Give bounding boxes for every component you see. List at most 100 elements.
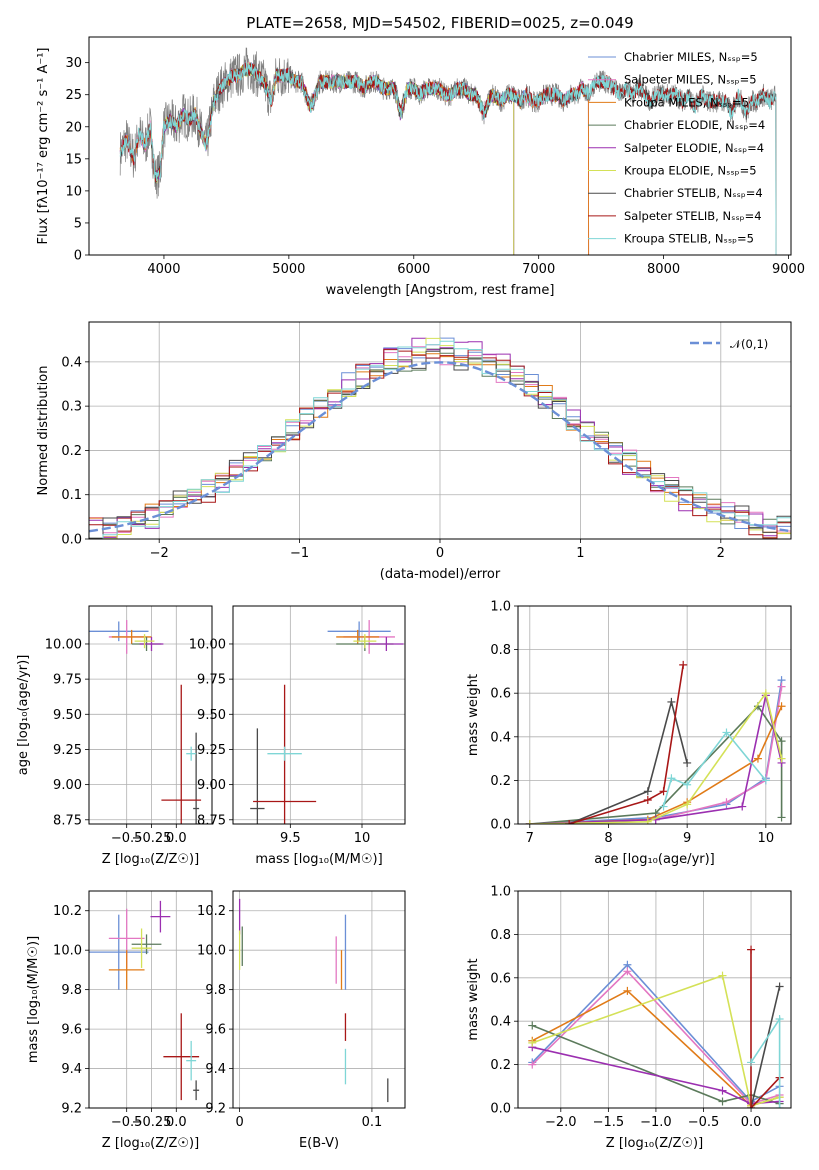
y-tick-label: 9.8	[61, 983, 82, 998]
gaussian-reference	[89, 361, 789, 533]
axes-frame	[517, 890, 792, 1109]
x-tick-label: 0.0	[741, 1115, 762, 1130]
y-tick-label: 0.8	[490, 928, 511, 943]
x-tick-label: 6000	[397, 262, 430, 277]
y-tick-label: 25	[65, 88, 82, 103]
histogram-step-6	[89, 337, 791, 539]
errorbar-point-6	[353, 634, 377, 649]
x-axis-label: age [log₁₀(age/yr)]	[594, 852, 715, 867]
x-axis-label: mass [log₁₀(M/M☉)]	[255, 852, 382, 867]
y-tick-label: 30	[65, 56, 82, 71]
weight-series-6	[525, 689, 786, 824]
plus-marker	[761, 776, 770, 785]
errorbar-point-9	[267, 746, 302, 761]
panel-1: 4000 5000 6000 7000 8000 9000 0 5 10 15 20 25 30 wave…	[36, 14, 805, 298]
weight-series-2	[525, 682, 786, 824]
y-tick-label: 9.50	[197, 708, 226, 723]
plus-marker	[528, 1060, 537, 1069]
x-tick-label: 0	[235, 1115, 243, 1130]
y-tick-label: 15	[65, 152, 82, 167]
errorbar-point-1	[89, 621, 149, 642]
model-line-8	[119, 63, 777, 255]
x-tick-label: 2	[717, 546, 725, 561]
errorbar-point-5	[139, 636, 164, 652]
errorbar-point-3	[336, 629, 380, 644]
plus-marker	[683, 780, 692, 789]
y-axis-label: mass [log₁₀(M/M☉)]	[26, 936, 41, 1063]
plot-area	[89, 900, 200, 1101]
panel-8: −2.0 −1.5 −1.0 −0.5 0.0 0.0 0.2 0.4 0.6 0.8 1.0 Z […	[466, 885, 792, 1151]
plus-marker	[777, 702, 786, 711]
y-tick-label: 8.75	[53, 813, 82, 828]
y-axis-label: mass weight	[466, 674, 481, 756]
axes-frame	[88, 605, 213, 825]
weight-line	[750, 949, 781, 1108]
plus-marker	[683, 758, 692, 767]
x-axis-label: Z [log₁₀(Z/Z☉)]	[606, 1136, 703, 1151]
plus-marker	[667, 774, 676, 783]
legend-entry: Kroupa STELIB, Nₛₛₚ=5	[624, 232, 754, 246]
y-axis-label: mass weight	[466, 958, 481, 1040]
y-tick-label: 0.2	[490, 774, 511, 789]
y-axis-label: Flux [fλ10⁻¹⁷ erg cm⁻² s⁻¹ A⁻¹]	[36, 48, 51, 245]
errorbar-point-5	[150, 900, 171, 933]
x-axis-label: Z [log₁₀(Z/Z☉)]	[102, 1136, 199, 1151]
x-tick-label: −0.25	[132, 1115, 172, 1130]
errorbar-point-1	[89, 914, 149, 990]
panel-4: 9.5 10 8.75 9.00 9.25 9.50 9.75 10.00 mass [log₁…	[189, 605, 406, 867]
axes-frame	[88, 36, 792, 256]
plot-area	[89, 337, 791, 539]
histogram-step-7	[89, 348, 791, 539]
y-tick-label: 0.6	[490, 971, 511, 986]
y-tick-label: 9.50	[53, 708, 82, 723]
y-axis-label: age [log₁₀(age/yr)]	[16, 655, 31, 776]
errorbar-point-9	[186, 1040, 197, 1081]
y-tick-label: 0.0	[490, 1102, 511, 1117]
y-tick-label: 0.8	[490, 643, 511, 658]
x-tick-label: 10	[354, 831, 371, 846]
errorbar-point-6	[131, 928, 152, 968]
y-tick-label: 9.00	[197, 778, 226, 793]
legend-entry: Chabrier ELODIE, Nₛₛₚ=4	[624, 118, 765, 132]
plus-marker	[738, 802, 747, 811]
panel-5: 7 8 9 10 0.0 0.2 0.4 0.6 0.8 1.0 age [log₁₀(age/yr…	[466, 600, 792, 867]
legend-entry: Salpeter STELIB, Nₛₛₚ=4	[624, 209, 762, 223]
legend: Chabrier MILES, Nₛₛₚ=5 Salpeter MILES, Nₛ…	[588, 50, 765, 246]
x-tick-label: 7	[526, 831, 534, 846]
x-tick-label: −0.5	[688, 1115, 720, 1130]
plus-marker	[565, 820, 574, 824]
errorbar-point-7	[193, 732, 200, 824]
y-tick-label: 9.4	[61, 1062, 82, 1077]
axes-frame	[517, 605, 792, 825]
plot-area	[89, 620, 202, 824]
plus-marker	[643, 817, 652, 824]
errorbar-point-7	[250, 728, 265, 824]
weight-series-1	[525, 676, 786, 824]
plus-marker	[643, 796, 652, 805]
plus-marker	[747, 1058, 756, 1067]
weight-line	[568, 664, 684, 824]
legend-entry: Salpeter ELODIE, Nₛₛₚ=4	[624, 141, 764, 155]
x-tick-label: 9000	[772, 262, 805, 277]
plus-marker	[659, 787, 668, 796]
plus-marker	[718, 971, 727, 980]
y-tick-label: 10.2	[197, 904, 226, 919]
plot-area	[250, 620, 404, 824]
errorbar-point-1	[327, 621, 391, 642]
weight-series-8	[565, 660, 688, 824]
x-tick-label: 0.0	[166, 1115, 187, 1130]
y-tick-label: 10.00	[189, 637, 226, 652]
weight-line	[532, 974, 780, 1107]
plus-marker	[777, 813, 786, 822]
axes-frame	[232, 605, 406, 825]
plus-marker	[718, 1097, 727, 1106]
y-tick-label: 9.4	[205, 1062, 226, 1077]
plus-marker	[528, 1021, 537, 1030]
plus-marker	[722, 798, 731, 807]
y-tick-label: 0.3	[61, 400, 82, 415]
histogram-step-9	[89, 340, 791, 539]
plot-area	[528, 945, 784, 1108]
panel-6: −0.5−0.250.0 9.2 9.4 9.6 9.8 10.0 10.2 Z [log₁₀…	[26, 890, 213, 1151]
y-tick-label: 1.0	[490, 885, 511, 900]
x-tick-label: 0	[436, 546, 444, 561]
